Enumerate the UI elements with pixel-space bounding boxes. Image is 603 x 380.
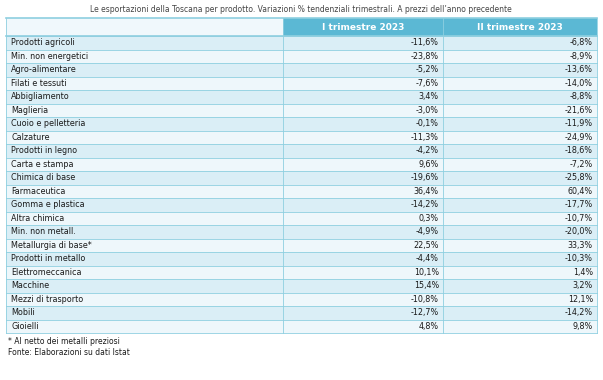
Bar [6, 225, 597, 239]
Text: Carta e stampa: Carta e stampa [11, 160, 74, 169]
Text: 1,4%: 1,4% [573, 268, 593, 277]
Text: 15,4%: 15,4% [414, 281, 439, 290]
Text: 3,4%: 3,4% [419, 92, 439, 101]
Text: 33,3%: 33,3% [568, 241, 593, 250]
Bar [6, 198, 597, 212]
Text: -3,0%: -3,0% [416, 106, 439, 115]
Text: Altra chimica: Altra chimica [11, 214, 65, 223]
Text: Farmaceutica: Farmaceutica [11, 187, 65, 196]
Text: -14,2%: -14,2% [411, 200, 439, 209]
Bar [6, 293, 597, 306]
Text: Agro-alimentare: Agro-alimentare [11, 65, 77, 74]
Text: 10,1%: 10,1% [414, 268, 439, 277]
Text: Fonte: Elaborazioni su dati Istat: Fonte: Elaborazioni su dati Istat [8, 348, 130, 357]
Bar [6, 157, 597, 171]
Text: -13,6%: -13,6% [565, 65, 593, 74]
Text: Mezzi di trasporto: Mezzi di trasporto [11, 295, 83, 304]
Text: -21,6%: -21,6% [565, 106, 593, 115]
Text: -4,4%: -4,4% [416, 254, 439, 263]
Text: -6,8%: -6,8% [570, 38, 593, 47]
Text: Filati e tessuti: Filati e tessuti [11, 79, 66, 88]
Text: Min. non energetici: Min. non energetici [11, 52, 88, 61]
Text: -24,9%: -24,9% [565, 133, 593, 142]
Text: -8,9%: -8,9% [570, 52, 593, 61]
Bar [6, 185, 597, 198]
Text: II trimestre 2023: II trimestre 2023 [477, 22, 563, 32]
Bar [6, 117, 597, 130]
Text: Gioielli: Gioielli [11, 322, 39, 331]
Bar [6, 144, 597, 157]
Text: Gomma e plastica: Gomma e plastica [11, 200, 84, 209]
Text: -14,0%: -14,0% [565, 79, 593, 88]
Text: Metallurgia di base*: Metallurgia di base* [11, 241, 92, 250]
Text: Macchine: Macchine [11, 281, 49, 290]
Text: -8,8%: -8,8% [570, 92, 593, 101]
Text: -4,9%: -4,9% [416, 227, 439, 236]
Bar [6, 279, 597, 293]
Bar [6, 266, 597, 279]
Text: -25,8%: -25,8% [565, 173, 593, 182]
Text: Elettromeccanica: Elettromeccanica [11, 268, 81, 277]
Text: -7,6%: -7,6% [416, 79, 439, 88]
Bar [6, 49, 597, 63]
Bar [6, 306, 597, 320]
Text: I trimestre 2023: I trimestre 2023 [322, 22, 404, 32]
Text: -5,2%: -5,2% [415, 65, 439, 74]
Bar [6, 63, 597, 76]
Text: 9,8%: 9,8% [573, 322, 593, 331]
Bar [6, 90, 597, 103]
Text: 22,5%: 22,5% [414, 241, 439, 250]
Text: 4,8%: 4,8% [419, 322, 439, 331]
Text: -14,2%: -14,2% [565, 308, 593, 317]
Text: -23,8%: -23,8% [411, 52, 439, 61]
Text: 0,3%: 0,3% [419, 214, 439, 223]
Text: Le esportazioni della Toscana per prodotto. Variazioni % tendenziali trimestrali: Le esportazioni della Toscana per prodot… [90, 5, 512, 14]
Bar [283, 18, 597, 36]
Text: -11,3%: -11,3% [411, 133, 439, 142]
Text: Mobili: Mobili [11, 308, 35, 317]
Text: Prodotti agricoli: Prodotti agricoli [11, 38, 75, 47]
Text: Abbigliamento: Abbigliamento [11, 92, 70, 101]
Text: -7,2%: -7,2% [570, 160, 593, 169]
Text: -11,6%: -11,6% [411, 38, 439, 47]
Text: 36,4%: 36,4% [414, 187, 439, 196]
Bar [6, 252, 597, 266]
Text: Chimica di base: Chimica di base [11, 173, 75, 182]
Text: Prodotti in metallo: Prodotti in metallo [11, 254, 86, 263]
Text: -0,1%: -0,1% [416, 119, 439, 128]
Text: -17,7%: -17,7% [565, 200, 593, 209]
Text: 9,6%: 9,6% [418, 160, 439, 169]
Bar [6, 212, 597, 225]
Text: -4,2%: -4,2% [416, 146, 439, 155]
Text: Prodotti in legno: Prodotti in legno [11, 146, 77, 155]
Text: -11,9%: -11,9% [565, 119, 593, 128]
Bar [6, 171, 597, 185]
Text: -10,3%: -10,3% [565, 254, 593, 263]
Text: -10,7%: -10,7% [565, 214, 593, 223]
Bar [6, 36, 597, 49]
Text: -12,7%: -12,7% [411, 308, 439, 317]
Text: Maglieria: Maglieria [11, 106, 48, 115]
Text: -19,6%: -19,6% [411, 173, 439, 182]
Text: * Al netto dei metalli preziosi: * Al netto dei metalli preziosi [8, 337, 120, 346]
Text: -10,8%: -10,8% [411, 295, 439, 304]
Bar [6, 76, 597, 90]
Text: Cuoio e pelletteria: Cuoio e pelletteria [11, 119, 86, 128]
Text: Min. non metall.: Min. non metall. [11, 227, 76, 236]
Bar [6, 239, 597, 252]
Bar [6, 103, 597, 117]
Bar [6, 130, 597, 144]
Text: 60,4%: 60,4% [568, 187, 593, 196]
Bar [6, 320, 597, 333]
Text: -20,0%: -20,0% [565, 227, 593, 236]
Text: 3,2%: 3,2% [573, 281, 593, 290]
Bar [6, 18, 283, 36]
Text: 12,1%: 12,1% [568, 295, 593, 304]
Text: Calzature: Calzature [11, 133, 49, 142]
Text: -18,6%: -18,6% [565, 146, 593, 155]
